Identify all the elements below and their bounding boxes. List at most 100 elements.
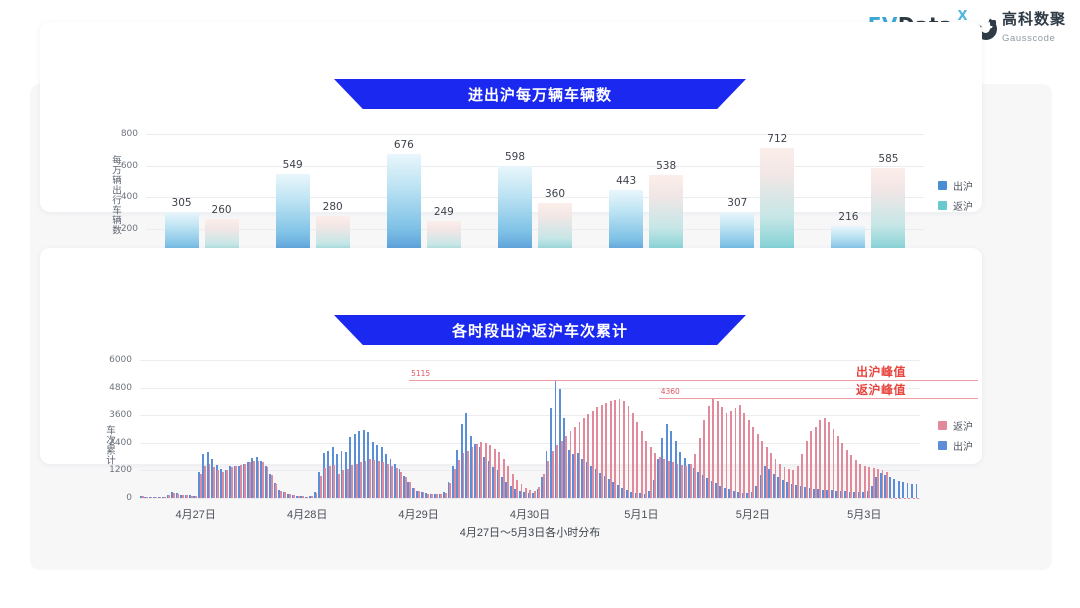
hourly-bar-out	[670, 431, 673, 498]
x-axis-tick-5月3日: 5月3日	[847, 509, 882, 521]
hourly-bar-out	[318, 471, 321, 498]
gridline	[140, 442, 920, 444]
hourly-bar-out	[465, 412, 468, 498]
hourly-bar-back	[600, 404, 603, 498]
hourly-bar-back	[195, 495, 198, 498]
hourly-bar-back	[689, 463, 692, 498]
bar-fill	[760, 147, 795, 260]
hourly-bar-out	[866, 491, 869, 498]
hourly-bar-out	[723, 487, 726, 498]
bar-fill	[649, 175, 684, 260]
hourly-bar-back	[636, 422, 639, 498]
bar-value-label: 598	[504, 150, 526, 163]
hourly-bar-back	[770, 453, 773, 498]
hourly-bar-out	[772, 473, 775, 498]
hourly-bar-out	[888, 477, 891, 498]
y-axis-tick: 200	[120, 223, 138, 234]
hourly-bar-out	[732, 490, 735, 498]
hourly-bar-out	[278, 490, 281, 498]
hourly-bar-out	[915, 483, 918, 498]
hourly-bar-out	[460, 424, 463, 498]
hourly-bar-out	[242, 463, 245, 498]
hourly-bar-out	[523, 492, 526, 498]
hourly-bar-out	[501, 477, 503, 498]
hourly-bar-out	[585, 462, 588, 498]
hourly-bar-out	[710, 480, 713, 498]
legend-label: 返沪	[953, 202, 973, 213]
hourly-bar-back	[707, 406, 710, 498]
hourly-bar-back	[275, 484, 278, 498]
hourly-bar-out	[768, 469, 771, 498]
bar-fill	[498, 165, 532, 260]
legend-swatch-icon	[938, 201, 947, 210]
hourly-bar-back	[382, 462, 385, 498]
hourly-bar-out	[902, 481, 905, 498]
hourly-bar-back	[181, 495, 184, 498]
bar-value-label: 549	[282, 158, 303, 171]
hourly-bar-out	[394, 463, 396, 498]
hourly-bar-back	[582, 417, 585, 498]
hourly-bar-back	[587, 414, 590, 498]
legend-item-返沪[interactable]: 返沪	[938, 418, 973, 433]
hourly-bar-out	[567, 449, 570, 498]
hourly-bar-out	[456, 449, 459, 498]
hourly-bar-back	[632, 412, 634, 498]
hourly-bar-back	[204, 465, 206, 498]
hourly-bar-out	[550, 408, 552, 498]
hourly-bar-out	[340, 450, 343, 498]
y-axis-tick: 800	[120, 129, 138, 139]
hourly-bar-out	[514, 488, 517, 498]
hourly-bar-back	[538, 486, 541, 498]
hourly-bar-back	[520, 484, 523, 498]
hourly-bar-out	[229, 466, 231, 498]
hourly-bar-out	[202, 454, 205, 498]
hourly-bar-back	[311, 496, 313, 498]
hourly-bar-out	[608, 479, 610, 498]
hourly-bar-out	[273, 483, 276, 498]
hourly-bar-back	[663, 458, 666, 498]
hourly-bar-out	[157, 496, 160, 498]
hourly-bar-out	[527, 492, 530, 498]
legend-label: 出沪	[953, 182, 973, 193]
hourly-bar-back	[150, 497, 153, 498]
hourly-bar-back	[346, 469, 349, 498]
legend-label: 出沪	[953, 442, 973, 453]
hourly-bar-out	[750, 492, 753, 498]
hourly-bar-out	[799, 486, 802, 498]
hourly-bar-out	[487, 461, 490, 498]
hourly-bar-out	[545, 450, 548, 498]
hourly-bar-back	[293, 495, 296, 498]
hourly-bar-back	[288, 494, 291, 498]
daily-vehicles-y-axis-label: 每万辆出行车辆数	[110, 155, 121, 235]
legend-item-出沪[interactable]: 出沪	[938, 438, 973, 453]
gridline	[140, 415, 920, 417]
daily-vehicles-legend: 出沪 返沪	[938, 178, 973, 218]
hourly-bar-back	[230, 466, 233, 498]
hourly-bar-back	[649, 447, 652, 498]
hourly-bar-back	[640, 431, 643, 498]
hourly-bar-out	[665, 424, 668, 498]
hourly-bar-back	[373, 460, 376, 498]
hourly-bar-out	[443, 492, 445, 498]
hourly-bar-out	[728, 489, 731, 498]
hourly-bar-back	[177, 493, 180, 498]
hourly-bar-back	[747, 419, 750, 498]
hourly-bar-back	[297, 496, 300, 498]
hourly-bar-back	[164, 496, 166, 498]
hourly-bar-out	[612, 481, 615, 498]
hourly-bar-back	[400, 471, 403, 498]
hourly-bar-out	[719, 485, 722, 498]
hourly-bar-out	[211, 458, 214, 498]
gausscode-wordmark: 高科数聚 Gausscode	[1002, 12, 1066, 46]
legend-item-出沪[interactable]: 出沪	[938, 178, 973, 193]
hourly-bar-out	[808, 487, 811, 498]
hourly-bar-back	[854, 460, 857, 498]
hourly-bar-back	[141, 496, 144, 498]
legend-item-返沪[interactable]: 返沪	[938, 198, 973, 213]
hourly-bar-out	[246, 462, 249, 498]
hourly-bar-out	[260, 460, 263, 498]
hourly-bar-back	[386, 463, 389, 498]
hourly-bar-back	[560, 440, 563, 498]
hourly-bar-out	[233, 466, 236, 498]
hourly-bar-out	[826, 489, 829, 498]
